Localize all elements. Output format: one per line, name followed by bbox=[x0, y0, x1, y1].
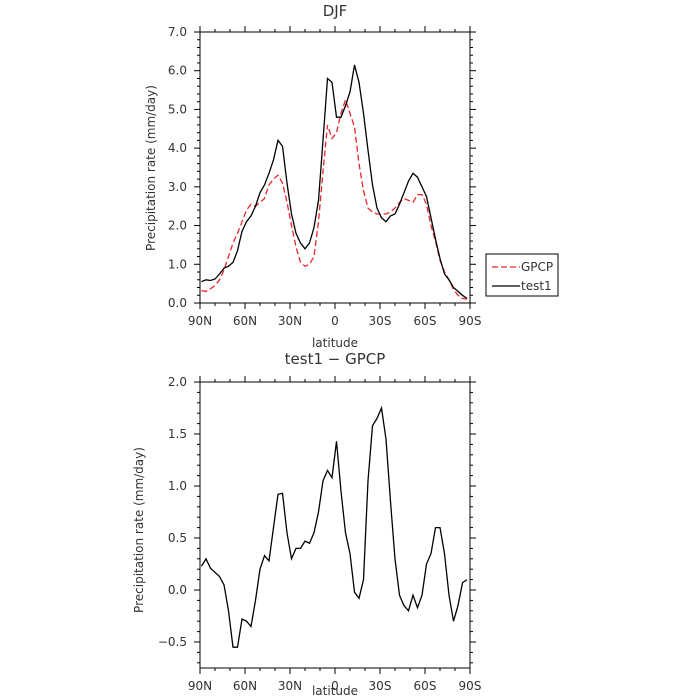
chart-panel-djf: DJF latitude Precipitation rate (mm/day)… bbox=[144, 2, 559, 350]
x-tick-label: 30N bbox=[278, 679, 302, 693]
x-tick-label: 90S bbox=[459, 679, 482, 693]
x-tick-label: 60N bbox=[233, 314, 257, 328]
x-tick-label: 60S bbox=[414, 314, 437, 328]
y-tick-label: 1.5 bbox=[168, 427, 187, 441]
chart-title: DJF bbox=[323, 2, 348, 20]
y-axis-label: Precipitation rate (mm/day) bbox=[144, 85, 158, 251]
y-axis-label: Precipitation rate (mm/day) bbox=[132, 447, 146, 613]
x-tick-label: 30N bbox=[278, 314, 302, 328]
x-tick-label: 60N bbox=[233, 679, 257, 693]
series-line-series-0 bbox=[200, 405, 468, 648]
y-tick-label: 1.0 bbox=[168, 479, 187, 493]
y-tick-label: 1.0 bbox=[168, 257, 187, 271]
x-tick-label: 90S bbox=[459, 314, 482, 328]
y-tick-label: −0.5 bbox=[158, 635, 187, 649]
plot-frame bbox=[199, 31, 471, 304]
x-tick-label: 30S bbox=[369, 679, 392, 693]
y-tick-label: 0.0 bbox=[168, 583, 187, 597]
x-tick-label: 90N bbox=[188, 679, 212, 693]
x-axis-label: latitude bbox=[312, 336, 358, 350]
y-tick-label: 3.0 bbox=[168, 180, 187, 194]
y-tick-label: 2.0 bbox=[168, 219, 187, 233]
series-line-test1 bbox=[201, 64, 468, 299]
legend: GPCP test1 bbox=[485, 253, 559, 297]
y-tick-label: 0.5 bbox=[168, 531, 187, 545]
y-tick-label: 2.0 bbox=[168, 375, 187, 389]
x-tick-label: 30S bbox=[369, 314, 392, 328]
legend-label-gpcp: GPCP bbox=[521, 260, 553, 274]
legend-label-test1: test1 bbox=[521, 279, 552, 293]
legend-box bbox=[485, 253, 559, 297]
chart-panel-difference: test1 − GPCP latitude Precipitation rate… bbox=[132, 350, 481, 698]
x-axis-label: latitude bbox=[312, 684, 358, 698]
y-tick-label: 5.0 bbox=[168, 102, 187, 116]
chart-title: test1 − GPCP bbox=[285, 350, 386, 368]
x-tick-label: 0 bbox=[331, 679, 339, 693]
y-tick-label: 6.0 bbox=[168, 64, 187, 78]
x-tick-label: 0 bbox=[331, 314, 339, 328]
x-tick-label: 60S bbox=[414, 679, 437, 693]
y-tick-label: 0.0 bbox=[168, 296, 187, 310]
series-line-gpcp bbox=[201, 97, 468, 300]
y-tick-label: 7.0 bbox=[168, 25, 187, 39]
x-tick-label: 90N bbox=[188, 314, 212, 328]
y-tick-label: 4.0 bbox=[168, 141, 187, 155]
